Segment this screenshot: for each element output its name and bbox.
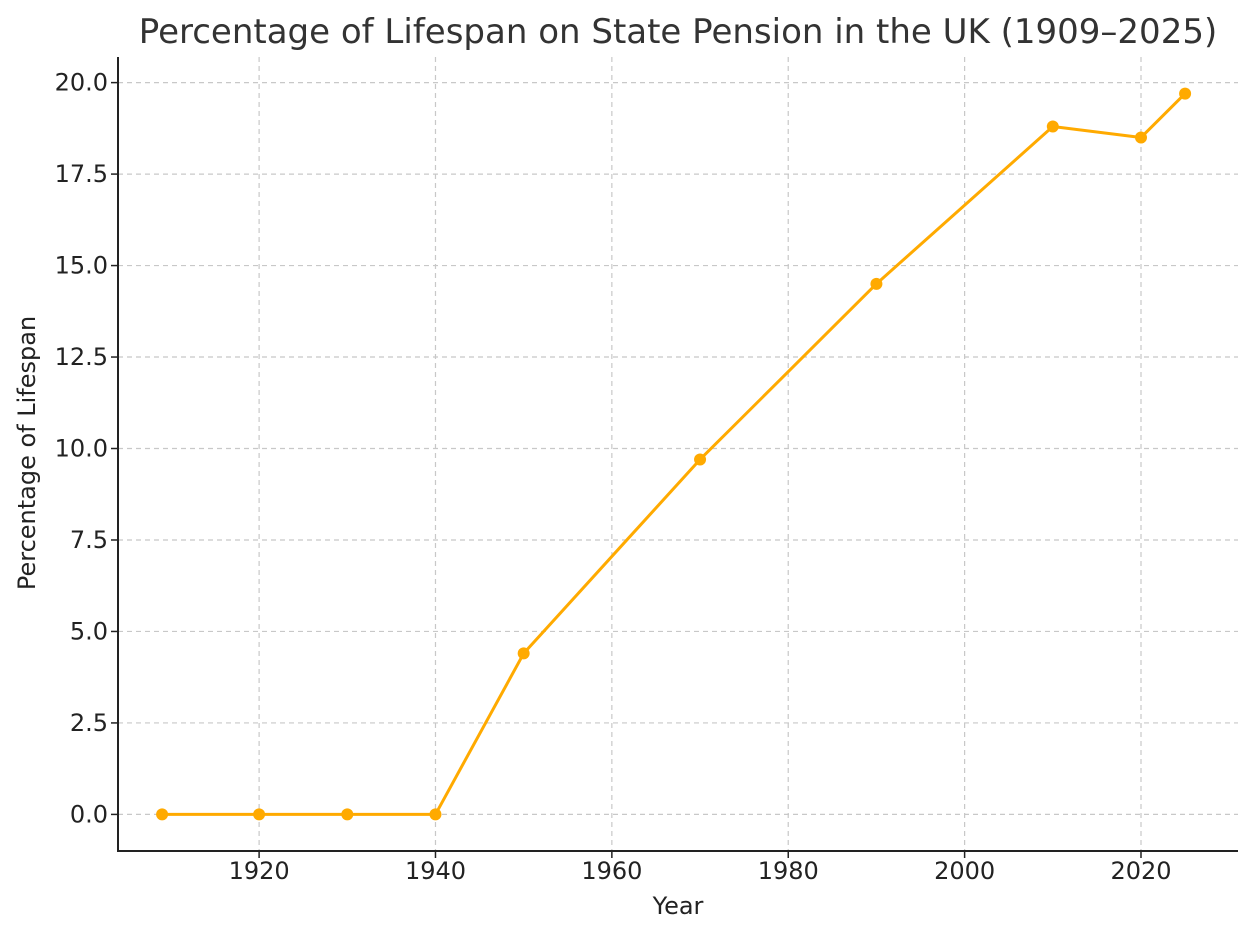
y-tick-label: 7.5 [70,526,108,554]
data-point [429,808,442,821]
grid [118,57,1238,851]
data-point [253,808,266,821]
x-tick-label: 1920 [229,857,290,885]
x-tick-label: 1960 [581,857,642,885]
data-point [517,647,530,660]
data-point [870,277,883,290]
y-axis-label: Percentage of Lifespan [13,316,41,590]
data-point [341,808,354,821]
data-point [1046,120,1059,133]
data-point [1134,131,1147,144]
y-tick-label: 2.5 [70,709,108,737]
tick-labels: 1920 1940 1960 1980 2000 2020 0.0 2.5 5.0 7.5 10.0… [55,69,1172,885]
y-tick-label: 15.0 [55,252,108,280]
y-tick-label: 10.0 [55,435,108,463]
y-tick-label: 5.0 [70,617,108,645]
chart-title: Percentage of Lifespan on State Pension … [139,12,1217,52]
data-point [156,808,169,821]
y-tick-label: 0.0 [70,800,108,828]
x-tick-label: 1980 [758,857,819,885]
y-tick-label: 17.5 [55,160,108,188]
data-point [1179,87,1192,100]
x-tick-label: 1940 [405,857,466,885]
data-series [156,87,1192,821]
axes [117,57,1238,852]
x-tick-label: 2020 [1110,857,1171,885]
series-line [160,92,1187,816]
y-tick-label: 20.0 [55,69,108,97]
data-point [694,453,707,466]
x-tick-label: 2000 [934,857,995,885]
x-axis-label: Year [652,892,704,920]
y-tick-label: 12.5 [55,343,108,371]
